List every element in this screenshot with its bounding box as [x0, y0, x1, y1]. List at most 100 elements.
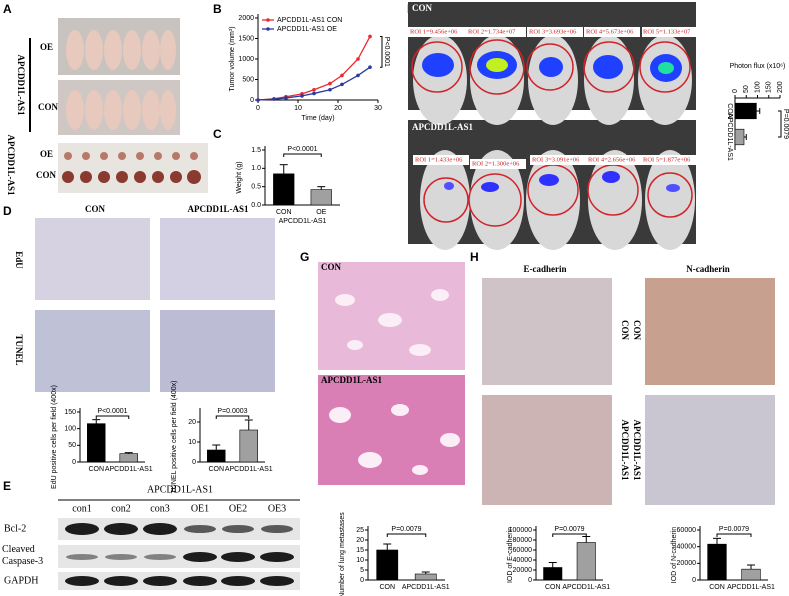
x-tick-label: APCDD1L-AS1: [225, 466, 273, 473]
x-axis-label: APCDD1L-AS1: [279, 218, 327, 225]
y-axis-label: IOD of N-cadherin: [671, 527, 678, 584]
bracket: [380, 35, 383, 68]
bracket: [386, 533, 427, 537]
bar: [376, 549, 399, 581]
y-axis-label: Number of lung metastases: [339, 512, 346, 596]
y-axis-label: TUNEL positive cells per field (400x): [171, 381, 178, 494]
point: [272, 97, 276, 101]
y-tick-label: 100: [64, 426, 76, 433]
bar: [707, 543, 727, 581]
y-tick-label: 25: [356, 527, 364, 534]
y-tick-label: 40000: [677, 544, 697, 551]
y-tick-label: 0.5: [251, 184, 261, 191]
legend-label: APCDD1L-AS1 OE: [277, 26, 337, 33]
bar: [414, 573, 437, 581]
label: CON: [620, 320, 630, 341]
panel-letter: B: [213, 2, 222, 16]
legend-label: APCDD1L-AS1 CON: [277, 17, 342, 24]
x-tick-label: CON: [709, 584, 725, 591]
bands: [65, 523, 294, 586]
roi: [411, 39, 693, 227]
roi-label: ROI 3=3.693e+06: [529, 28, 577, 35]
y-tick-label: 100000: [509, 527, 532, 534]
y-tick-label: 1500: [238, 35, 254, 42]
photo: [645, 278, 775, 385]
y-tick-label: 0: [192, 459, 196, 466]
x-tick-label: CON: [276, 209, 292, 216]
x-tick-label: CON: [88, 466, 104, 473]
roi-labels: ROI 1=9.456e+06 ROI 2=1.734e+07 ROI 3=3.…: [408, 27, 696, 169]
label: APCDD1L-AS1: [412, 122, 474, 132]
point: [312, 91, 316, 96]
y-tick-label: 60000: [513, 547, 533, 554]
y-tick-label: 20: [356, 537, 364, 544]
y-tick-label: 20000: [513, 567, 533, 574]
photo: [645, 395, 775, 505]
roi-label: ROI 5=1.877e+06: [643, 156, 691, 163]
x-tick-label: 30: [374, 105, 382, 112]
panel-letter: E: [3, 479, 11, 493]
y-tick-label: 10: [188, 439, 196, 446]
annotation: P=0.0079: [554, 526, 584, 533]
bar: [734, 102, 757, 120]
photo: [35, 310, 150, 392]
lane-label: con1: [72, 503, 91, 514]
x-tick-label: 200: [777, 81, 784, 93]
point: [300, 94, 304, 98]
roi-label: ROI 4=2.656e+06: [588, 156, 636, 163]
bracket: [283, 153, 322, 157]
y-tick-label: 0.0: [251, 202, 261, 209]
y-tick-label: APCDD1L-AS1: [726, 113, 733, 161]
bar: [576, 542, 596, 581]
photo: [160, 310, 275, 392]
mice: [66, 30, 176, 130]
label: APCDD1L-AS1: [16, 54, 26, 116]
row-label-box: Cleaved Caspase-3: [2, 544, 44, 567]
label: TUNEL: [14, 334, 24, 365]
alveoli: [329, 289, 460, 475]
label: OE: [40, 42, 53, 52]
y-axis-label: EdU positive cells per field (400x): [51, 385, 58, 489]
photo: [318, 375, 465, 485]
bar: [119, 453, 138, 463]
label: CON: [321, 262, 342, 272]
bar: [87, 423, 106, 463]
label: CON: [632, 320, 642, 341]
y-axis-label: Tumor volume (mm³): [229, 26, 236, 91]
x-axis-label: Photon flux (x10⁶): [730, 63, 786, 70]
x-tick-label: APCDD1L-AS1: [105, 466, 153, 473]
photo: [35, 218, 150, 300]
point: [368, 34, 372, 39]
y-tick-label: 1.5: [251, 147, 261, 154]
photo: [482, 278, 612, 385]
row-label: GAPDH: [4, 575, 38, 586]
y-tick-label: 0: [528, 577, 532, 584]
annotation: P<0.0001: [287, 146, 317, 153]
lane-label: OE1: [191, 503, 209, 514]
bracket: [778, 110, 782, 138]
label: APCDD1L-AS1: [620, 419, 630, 481]
blot: [58, 545, 300, 568]
y-tick-label: 0: [360, 577, 364, 584]
point: [340, 82, 344, 87]
point: [356, 57, 360, 61]
y-tick-label: 0: [250, 97, 254, 104]
row-label: Cleaved Caspase-3: [2, 544, 44, 567]
y-tick-label: 0: [72, 459, 76, 466]
x-tick-label: 10: [294, 105, 302, 112]
bar: [310, 189, 332, 206]
y-tick-label: 5: [360, 567, 364, 574]
point: [312, 87, 316, 92]
legend-marker: [266, 27, 270, 31]
bracket: [552, 533, 587, 537]
label: CON: [38, 102, 59, 112]
y-tick-label: CON: [726, 103, 733, 119]
label: CON: [412, 3, 433, 13]
roi-label: ROI 5=1.133e+07: [643, 28, 691, 35]
y-tick-label: 1000: [238, 56, 254, 63]
bar: [741, 568, 761, 581]
point: [368, 65, 372, 69]
y-tick-label: 20000: [677, 560, 697, 567]
annotation: P=0.0079: [391, 526, 421, 533]
label: APCDD1L-AS1: [187, 204, 249, 214]
